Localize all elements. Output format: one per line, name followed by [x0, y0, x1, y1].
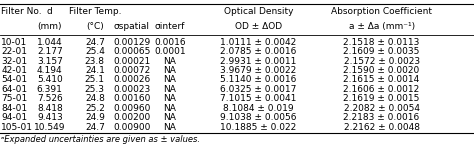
Text: 25.4: 25.4: [85, 47, 105, 56]
Text: 9.1038 ± 0.0056: 9.1038 ± 0.0056: [220, 113, 297, 122]
Text: 10-01: 10-01: [1, 38, 27, 47]
Text: 3.9679 ± 0.0022: 3.9679 ± 0.0022: [220, 66, 296, 75]
Text: 3.157: 3.157: [37, 57, 63, 66]
Text: 4.194: 4.194: [37, 66, 63, 75]
Text: 2.1590 ± 0.0020: 2.1590 ± 0.0020: [344, 66, 419, 75]
Text: 2.9931 ± 0.0011: 2.9931 ± 0.0011: [220, 57, 297, 66]
Text: 2.1606 ± 0.0012: 2.1606 ± 0.0012: [344, 85, 419, 94]
Text: 24.7: 24.7: [85, 38, 105, 47]
Text: 32-01: 32-01: [1, 57, 27, 66]
Text: 0.00129: 0.00129: [113, 38, 150, 47]
Text: Filter No.: Filter No.: [1, 7, 42, 16]
Text: 42-01: 42-01: [1, 66, 27, 75]
Text: 2.2082 ± 0.0054: 2.2082 ± 0.0054: [344, 104, 419, 113]
Text: 0.00960: 0.00960: [113, 104, 150, 113]
Text: d: d: [47, 7, 53, 16]
Text: σinterf: σinterf: [155, 22, 185, 31]
Text: 10.549: 10.549: [34, 123, 65, 132]
Text: 23.8: 23.8: [85, 57, 105, 66]
Text: 105-01: 105-01: [1, 123, 34, 132]
Text: NA: NA: [163, 113, 176, 122]
Text: 2.1518 ± 0.0113: 2.1518 ± 0.0113: [343, 38, 420, 47]
Text: 7.1015 ± 0.0041: 7.1015 ± 0.0041: [220, 94, 297, 103]
Text: 2.1609 ± 0.0035: 2.1609 ± 0.0035: [343, 47, 420, 56]
Text: 2.0785 ± 0.0016: 2.0785 ± 0.0016: [220, 47, 297, 56]
Text: 8.418: 8.418: [37, 104, 63, 113]
Text: ᵃExpanded uncertainties are given as ± values.: ᵃExpanded uncertainties are given as ± v…: [1, 135, 201, 144]
Text: 24.9: 24.9: [85, 113, 105, 122]
Text: Filter Temp.: Filter Temp.: [69, 7, 121, 16]
Text: 7.526: 7.526: [37, 94, 63, 103]
Text: 54-01: 54-01: [1, 75, 27, 84]
Text: NA: NA: [163, 57, 176, 66]
Text: 0.00072: 0.00072: [113, 66, 150, 75]
Text: 0.00900: 0.00900: [113, 123, 150, 132]
Text: NA: NA: [163, 75, 176, 84]
Text: 8.1084 ± 0.019: 8.1084 ± 0.019: [223, 104, 293, 113]
Text: 0.00026: 0.00026: [113, 75, 150, 84]
Text: 1.044: 1.044: [37, 38, 63, 47]
Text: Optical Density: Optical Density: [224, 7, 293, 16]
Text: 2.1619 ± 0.0015: 2.1619 ± 0.0015: [343, 94, 420, 103]
Text: 24.8: 24.8: [85, 94, 105, 103]
Text: 25.2: 25.2: [85, 104, 105, 113]
Text: σspatial: σspatial: [114, 22, 150, 31]
Text: 2.1615 ± 0.0014: 2.1615 ± 0.0014: [344, 75, 419, 84]
Text: 25.3: 25.3: [85, 85, 105, 94]
Text: NA: NA: [163, 66, 176, 75]
Text: 75-01: 75-01: [1, 94, 27, 103]
Text: 6.391: 6.391: [37, 85, 63, 94]
Text: NA: NA: [163, 104, 176, 113]
Text: 24.7: 24.7: [85, 123, 105, 132]
Text: 24.1: 24.1: [85, 66, 105, 75]
Text: 5.1140 ± 0.0016: 5.1140 ± 0.0016: [220, 75, 297, 84]
Text: a ± Δa (mm⁻¹): a ± Δa (mm⁻¹): [348, 22, 415, 31]
Text: 0.0001: 0.0001: [154, 47, 185, 56]
Text: 2.2162 ± 0.0048: 2.2162 ± 0.0048: [344, 123, 419, 132]
Text: (mm): (mm): [37, 22, 62, 31]
Text: 25.1: 25.1: [85, 75, 105, 84]
Text: 0.00200: 0.00200: [113, 113, 150, 122]
Text: 5.410: 5.410: [37, 75, 63, 84]
Text: (°C): (°C): [86, 22, 104, 31]
Text: NA: NA: [163, 85, 176, 94]
Text: 64-01: 64-01: [1, 85, 27, 94]
Text: Absorption Coefficient: Absorption Coefficient: [331, 7, 432, 16]
Text: 9.413: 9.413: [37, 113, 63, 122]
Text: 0.00065: 0.00065: [113, 47, 150, 56]
Text: 0.00021: 0.00021: [113, 57, 150, 66]
Text: 84-01: 84-01: [1, 104, 27, 113]
Text: 22-01: 22-01: [1, 47, 27, 56]
Text: 94-01: 94-01: [1, 113, 27, 122]
Text: 10.1885 ± 0.022: 10.1885 ± 0.022: [220, 123, 296, 132]
Text: 2.2183 ± 0.0016: 2.2183 ± 0.0016: [344, 113, 419, 122]
Text: 1.0111 ± 0.0042: 1.0111 ± 0.0042: [220, 38, 296, 47]
Text: OD ± ΔOD: OD ± ΔOD: [235, 22, 282, 31]
Text: 0.00160: 0.00160: [113, 94, 150, 103]
Text: 6.0325 ± 0.0017: 6.0325 ± 0.0017: [220, 85, 297, 94]
Text: 2.1572 ± 0.0023: 2.1572 ± 0.0023: [344, 57, 419, 66]
Text: 0.00023: 0.00023: [113, 85, 150, 94]
Text: 0.0016: 0.0016: [154, 38, 185, 47]
Text: NA: NA: [163, 94, 176, 103]
Text: NA: NA: [163, 123, 176, 132]
Text: 2.177: 2.177: [37, 47, 63, 56]
